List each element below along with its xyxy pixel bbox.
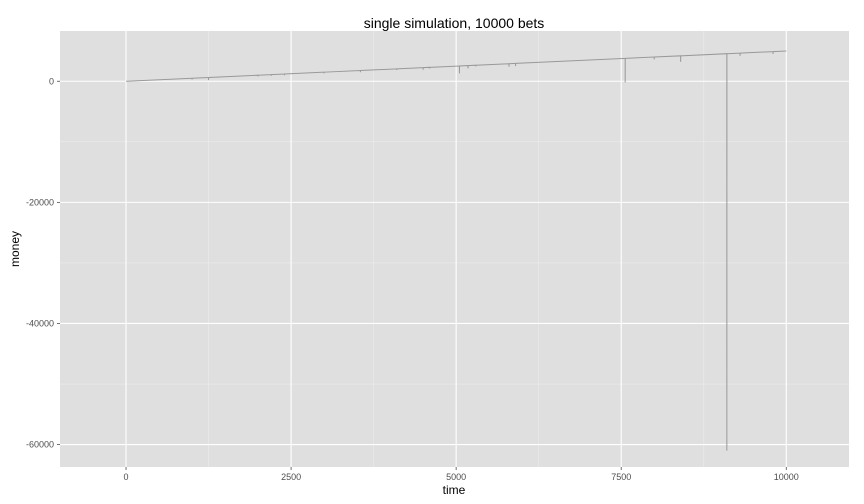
- y-tick-label: 0: [49, 76, 54, 86]
- x-tick-label: 0: [124, 472, 129, 482]
- y-tick-label: -20000: [26, 197, 54, 207]
- x-tick-label: 10000: [774, 472, 799, 482]
- x-axis: 0 2500 5000 7500 10000: [124, 467, 799, 482]
- y-axis-title: money: [8, 231, 22, 267]
- minor-gridlines: [60, 31, 849, 467]
- x-tick-label: 2500: [281, 472, 301, 482]
- money-series-line: [126, 50, 787, 451]
- x-axis-title: time: [443, 483, 466, 497]
- plot-panel: [60, 31, 849, 467]
- chart-title: single simulation, 10000 bets: [364, 15, 545, 31]
- major-gridlines: [60, 31, 849, 467]
- x-tick-label: 7500: [611, 472, 631, 482]
- y-axis: 0 -20000 -40000 -60000: [26, 76, 60, 450]
- x-tick-label: 5000: [446, 472, 466, 482]
- y-tick-label: -60000: [26, 440, 54, 450]
- series-layer: [126, 50, 787, 451]
- y-tick-label: -40000: [26, 318, 54, 328]
